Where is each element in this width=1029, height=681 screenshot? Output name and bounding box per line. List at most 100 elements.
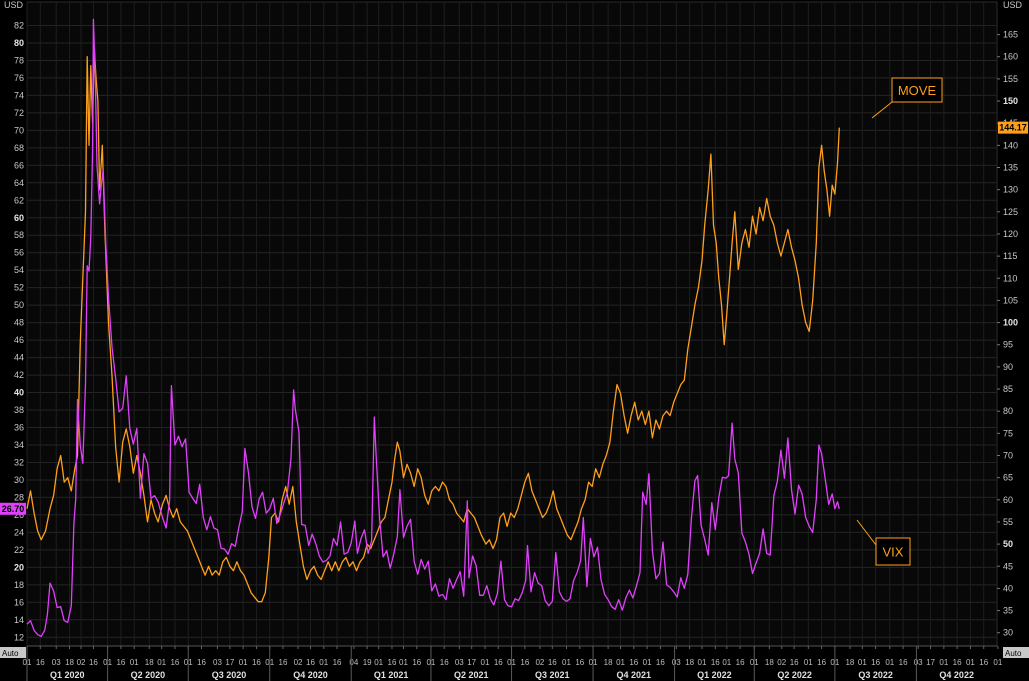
time-tick-label: 01 (157, 658, 166, 667)
time-tick-label: 16 (736, 658, 745, 667)
right-tick-label: 140 (1003, 140, 1018, 150)
time-tick-label: 18 (765, 658, 774, 667)
left-tick-label: 70 (14, 125, 24, 135)
quarter-label: Q3 2022 (858, 670, 893, 680)
right-tick-label: 60 (1003, 495, 1013, 505)
right-tick-label: 95 (1003, 340, 1013, 350)
time-tick-label: 01 (939, 658, 948, 667)
time-tick-label: 16 (89, 658, 98, 667)
time-tick-label: 17 (467, 658, 476, 667)
time-tick-label: 16 (279, 658, 288, 667)
left-axis-unit: USD (4, 0, 24, 10)
gridlines (26, 1, 998, 647)
quarter-label: Q3 2020 (212, 670, 247, 680)
quarter-label: Q2 2022 (777, 670, 812, 680)
right-tick-label: 165 (1003, 30, 1018, 40)
left-tick-label: 22 (14, 545, 24, 555)
time-tick-label: 19 (363, 658, 372, 667)
quarter-label: Q4 2022 (939, 670, 974, 680)
right-tick-label: 120 (1003, 229, 1018, 239)
right-axis-unit: USD (1003, 0, 1023, 10)
right-tick-label: 105 (1003, 295, 1018, 305)
time-tick-label: 16 (520, 658, 529, 667)
left-tick-label: 18 (14, 580, 24, 590)
left-tick-label: 68 (14, 143, 24, 153)
move-callout-label: MOVE (898, 83, 937, 98)
time-tick-label: 16 (871, 658, 880, 667)
time-tick-label: 16 (790, 658, 799, 667)
time-tick-label: 01 (804, 658, 813, 667)
left-tick-label: 38 (14, 405, 24, 415)
left-tick-label: 26 (14, 510, 24, 520)
right-tick-label: 35 (1003, 606, 1013, 616)
time-tick-label: 01 (885, 658, 894, 667)
move-last-value-badge (998, 121, 1028, 134)
move-callout-box (891, 77, 943, 103)
left-tick-label: 72 (14, 108, 24, 118)
time-tick-label: 01 (130, 658, 139, 667)
right-tick-label: 80 (1003, 406, 1013, 416)
right-tick-label: 160 (1003, 52, 1018, 62)
time-tick-label: 16 (575, 658, 584, 667)
time-tick-label: 18 (65, 658, 74, 667)
time-tick-label: 18 (845, 658, 854, 667)
series-line-vix (26, 18, 840, 638)
quarter-label: Q1 2020 (50, 670, 85, 680)
left-tick-label: 48 (14, 318, 24, 328)
time-tick-label: 16 (252, 658, 261, 667)
right-auto-button[interactable] (1003, 647, 1029, 658)
right-tick-label: 110 (1003, 273, 1017, 283)
auto-button-label: Auto (2, 649, 19, 658)
time-tick-label: 16 (899, 658, 908, 667)
time-tick-label: 16 (656, 658, 665, 667)
left-tick-label: 50 (14, 300, 24, 310)
left-tick-label: 14 (14, 615, 24, 625)
quarter-label: Q1 2022 (697, 670, 732, 680)
left-tick-label: 36 (14, 423, 24, 433)
time-tick-label: 16 (979, 658, 988, 667)
left-tick-label: 60 (14, 213, 24, 223)
left-tick-label: 74 (14, 90, 24, 100)
right-tick-label: 90 (1003, 362, 1013, 372)
right-tick-label: 125 (1003, 207, 1018, 217)
time-tick-label: 03 (52, 658, 61, 667)
left-tick-label: 80 (14, 38, 24, 48)
time-tick-label: 18 (145, 658, 154, 667)
time-tick-label: 02 (535, 658, 544, 667)
time-tick-label: 01 (616, 658, 625, 667)
vix-callout-label: VIX (883, 545, 904, 560)
time-tick-label: 16 (197, 658, 206, 667)
time-tick-label: 16 (817, 658, 826, 667)
right-tick-label: 55 (1003, 517, 1013, 527)
left-tick-label: 44 (14, 353, 24, 363)
left-tick-label: 40 (14, 388, 24, 398)
right-tick-label: 130 (1003, 185, 1018, 195)
time-tick-label: 01 (966, 658, 975, 667)
right-tick-label: 100 (1003, 318, 1018, 328)
left-tick-label: 62 (14, 195, 24, 205)
vix-last-value-badge (0, 502, 26, 515)
right-tick-label: 155 (1003, 74, 1018, 84)
left-tick-label: 52 (14, 283, 24, 293)
time-tick-label: 03 (672, 658, 681, 667)
time-tick-label: 16 (629, 658, 638, 667)
quarter-label: Q1 2021 (374, 670, 409, 680)
time-tick-label: 16 (116, 658, 125, 667)
series-line-move (26, 47, 840, 603)
left-tick-label: 20 (14, 562, 24, 572)
left-tick-label: 64 (14, 178, 24, 188)
left-auto-button[interactable] (0, 647, 26, 658)
left-tick-label: 58 (14, 230, 24, 240)
left-tick-label: 24 (14, 527, 24, 537)
vix-last-value-label: 26.70 (2, 504, 25, 514)
right-tick-label: 45 (1003, 561, 1013, 571)
time-tick-label: 16 (306, 658, 315, 667)
time-tick-label: 01 (399, 658, 408, 667)
series-layer (26, 18, 840, 638)
time-tick-label: 17 (926, 658, 935, 667)
time-tick-label: 01 (643, 658, 652, 667)
right-tick-label: 30 (1003, 628, 1013, 638)
time-tick-label: 16 (36, 658, 45, 667)
time-tick-label: 16 (494, 658, 503, 667)
right-tick-label: 40 (1003, 583, 1013, 593)
